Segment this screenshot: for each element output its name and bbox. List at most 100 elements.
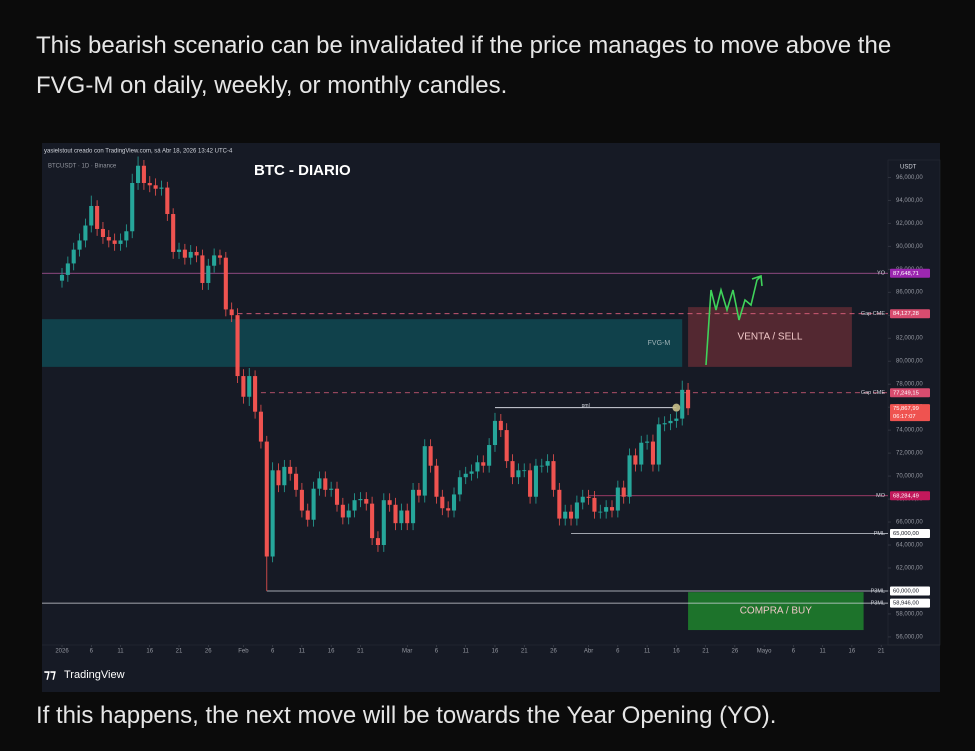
level-name: P3ML [871, 588, 885, 594]
x-tick-label: 6 [616, 649, 620, 655]
candle-body [370, 503, 375, 539]
candle-body [528, 470, 533, 497]
zone [42, 319, 683, 367]
candle-body [317, 478, 322, 489]
candle-body [212, 255, 217, 266]
chart-title: BTC - DIARIO [254, 162, 351, 179]
candle-body [440, 496, 445, 509]
candle-body [305, 510, 310, 520]
candle-body [645, 441, 650, 443]
x-tick-label: 2026 [55, 649, 69, 655]
candle-body [563, 511, 568, 519]
candle-body [650, 441, 656, 465]
candle-body [434, 465, 439, 497]
y-tick-label: 90,000,00 [896, 244, 923, 250]
candle-body [323, 478, 328, 490]
level-label: 58,946,00 [893, 601, 919, 607]
x-tick-label: 6 [271, 649, 275, 655]
x-tick-label: 11 [463, 649, 470, 655]
candle-body [136, 165, 141, 183]
zone-label: VENTA / SELL [738, 332, 803, 343]
x-tick-label: 16 [328, 649, 335, 655]
x-tick-label: 26 [732, 649, 739, 655]
x-tick-label: 16 [849, 649, 856, 655]
arrow-head [751, 274, 763, 287]
zone-label: COMPRA / BUY [740, 606, 813, 617]
candle-body [293, 473, 299, 490]
candle-body [504, 430, 509, 462]
candle-body [469, 471, 474, 474]
candle-body [340, 504, 345, 518]
candle-body [229, 309, 234, 316]
candle-body [83, 225, 88, 241]
zone-label: FVG-M [648, 340, 671, 347]
candle-body [364, 499, 369, 504]
candle-body [598, 511, 603, 513]
candle-body [609, 507, 615, 511]
level-name: PML [874, 531, 885, 537]
candle-body [100, 228, 106, 238]
y-tick-label: 94,000,00 [896, 198, 923, 204]
y-tick-label: 80,000,00 [896, 359, 923, 365]
candle-body [428, 446, 433, 466]
candle-body [487, 445, 492, 466]
y-tick-label: 74,000,00 [896, 428, 923, 434]
x-tick-label: 16 [146, 649, 153, 655]
y-tick-label: 72,000,00 [896, 451, 923, 457]
candle-body [153, 185, 158, 189]
candle-body [311, 488, 316, 520]
candle-body [422, 446, 427, 496]
candle-body [194, 251, 199, 256]
y-tick-label: 56,000,00 [896, 635, 923, 641]
candle-body [545, 461, 550, 466]
candle-body [264, 441, 269, 557]
candle-body [381, 500, 386, 546]
candle-body [446, 508, 451, 511]
level-label: 87,648,71 [893, 271, 919, 277]
candle-body [656, 424, 661, 465]
zone [688, 592, 864, 631]
candle-body [668, 420, 673, 424]
candle-body [299, 489, 304, 511]
level-name: YO [877, 271, 886, 277]
candle-body [481, 462, 486, 466]
candle-body [235, 315, 240, 377]
level-name: Gap CME [861, 311, 885, 317]
candle-body [510, 461, 515, 478]
x-tick-label: 21 [702, 649, 709, 655]
candle-body [604, 507, 609, 512]
x-tick-label: Abr [584, 649, 593, 655]
candle-body [627, 455, 632, 497]
candle-body [65, 263, 70, 275]
candle-body [253, 376, 258, 412]
y-tick-label: 66,000,00 [896, 520, 923, 526]
candle-body [223, 257, 228, 310]
level-tag [890, 388, 930, 398]
candle-body [59, 274, 65, 281]
pml-label: pml [582, 403, 590, 409]
candle-body [358, 499, 363, 501]
candle-body [451, 494, 457, 511]
candle-body [492, 420, 498, 446]
x-tick-label: 21 [357, 649, 364, 655]
candle-body [200, 255, 205, 283]
level-name: P3ML [871, 601, 885, 607]
candle-body [375, 538, 381, 546]
candle-body [124, 231, 129, 241]
candle-body [557, 489, 562, 519]
y-tick-label: 58,000,00 [896, 612, 923, 618]
candle-body [288, 466, 293, 474]
level-tag [890, 586, 930, 596]
x-tick-label: 11 [117, 649, 124, 655]
x-tick-label: 21 [521, 649, 528, 655]
level-name: Gap CME [861, 390, 885, 396]
candle-body [206, 265, 211, 283]
level-label: 68,284,49 [893, 493, 919, 499]
candle-body [662, 423, 667, 425]
candle-body [241, 376, 246, 397]
zone [688, 307, 852, 367]
candle-body [112, 240, 117, 244]
candle-body [475, 462, 480, 472]
